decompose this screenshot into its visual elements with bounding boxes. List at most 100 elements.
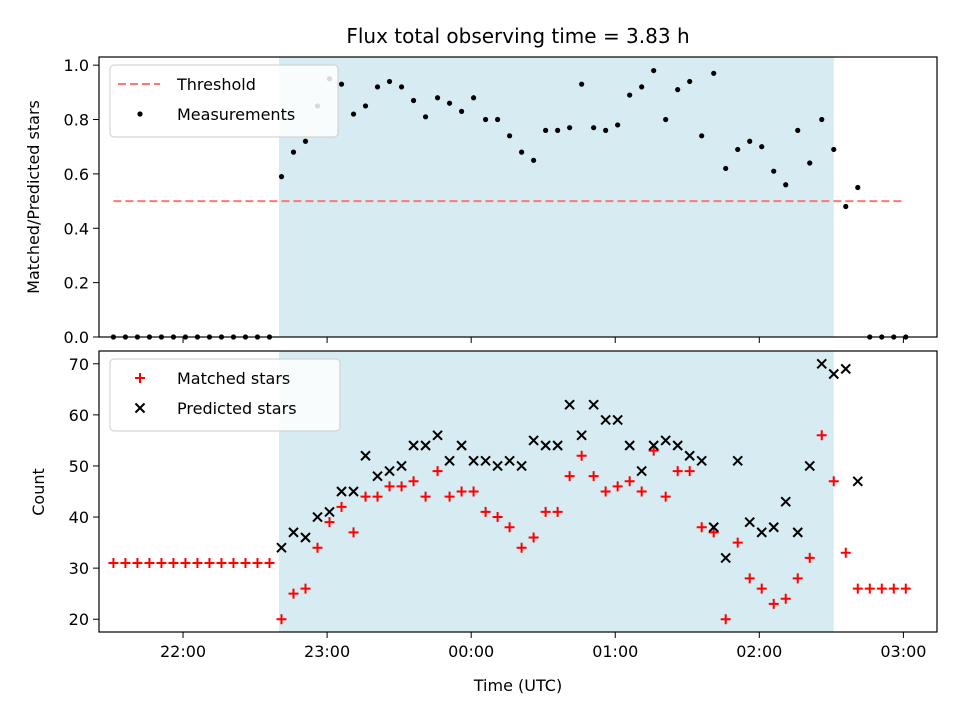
measurement-point [855,184,861,191]
measurement-point [591,125,597,131]
predicted-star-point [372,470,383,482]
matched-star-point [624,476,635,487]
matched-star-point [228,558,239,569]
legend-box [109,358,341,432]
series-matched-stars [108,430,911,625]
matched-star-point [684,466,695,477]
top-panel-legend: Threshold Measurements [109,64,339,138]
predicted-star-point [540,440,551,451]
matched-star-point [528,532,539,543]
predicted-star-point [276,542,287,553]
predicted-star-point [420,440,431,451]
predicted-star-point [732,455,743,467]
measurement-point [386,78,393,85]
measurement-point [519,149,525,155]
matched-star-point [348,527,359,538]
matched-star-point [516,542,527,553]
measurement-point [410,97,417,104]
y-tick-label: 0.6 [64,165,89,184]
x-tick-label: 00:00 [448,642,494,661]
bottom-panel-frame [98,350,938,633]
measurement-point [362,103,369,109]
matched-star-point [804,552,815,563]
predicted-star-point [360,450,371,461]
shaded-observing-span [279,351,834,632]
predicted-star-point [288,527,299,538]
top-panel-title: Flux total observing time = 3.83 h [346,24,689,48]
measurement-point [446,100,453,106]
matched-star-point [288,588,299,599]
predicted-star-point [804,460,815,472]
measurement-point [555,127,561,133]
matched-star-point [552,506,563,517]
matched-star-point [192,558,203,569]
y-tick-label: 0.4 [64,219,89,238]
bottom-panel-counts: 20 30 40 50 60 70 22:00 23:00 00:00 01:00 02:00 03… [29,350,938,695]
matched-star-point [144,558,155,569]
top-panel-frame [98,56,938,338]
bottom-panel-legend: Matched stars Predicted stars [109,358,341,432]
matched-star-point [468,486,479,497]
predicted-star-point [852,476,863,487]
y-tick-label: 0.8 [64,111,89,130]
matched-star-point [696,522,707,533]
measurement-point [302,138,309,144]
matched-star-point [636,486,647,497]
matched-star-point [420,491,431,502]
predicted-star-point [612,414,623,426]
predicted-star-point [516,460,527,472]
x-tick-label: 03:00 [880,642,926,661]
matched-star-point [828,476,839,487]
measurement-point [350,111,357,117]
predicted-star-point [480,455,491,467]
predicted-star-point [384,465,395,477]
y-tick-label: 0.0 [64,328,89,347]
matched-star-point [612,481,623,492]
matched-star-point [120,558,131,569]
matched-star-point [852,583,863,594]
x-tick-label: 23:00 [304,642,350,661]
predicted-star-point [792,527,803,538]
y-tick-label: 1.0 [64,56,89,75]
predicted-star-point [816,358,827,369]
measurement-point [807,160,813,166]
predicted-star-point [744,516,755,528]
matched-star-point [540,506,551,517]
series-predicted-stars [276,358,863,564]
predicted-star-point [636,465,647,477]
predicted-star-point [528,435,539,446]
measurement-point [699,133,705,139]
measurement-point [290,149,297,155]
measurement-point [651,67,657,74]
legend-label: Predicted stars [177,399,297,418]
y-tick-label: 30 [69,559,89,578]
measurement-point [831,146,837,153]
measurement-point [723,165,729,172]
matched-star-point [276,614,287,625]
measurement-point [434,95,441,101]
matched-star-point [180,558,191,569]
predicted-star-point [432,430,443,441]
measurement-point [795,127,801,133]
bottom-panel-ylabel: Count [29,468,48,516]
matched-star-point [324,517,335,528]
matched-star-point [780,593,791,604]
matched-star-point [564,471,575,482]
predicted-star-point [468,455,479,467]
x-tick-label: 02:00 [736,642,782,661]
measurement-point [627,92,633,98]
measurement-point [603,127,609,133]
top-panel-ratio: 0.0 0.2 0.4 0.6 0.8 1.0 Flux total observing … [24,24,938,347]
predicted-star-point [492,460,503,472]
measurement-point [482,116,489,123]
measurement-point [759,144,765,150]
measurement-point [338,81,345,87]
matched-star-point [372,491,383,502]
predicted-star-point [660,435,671,446]
matched-star-point [588,471,599,482]
matched-star-point [600,486,611,497]
predicted-star-point [768,522,779,533]
measurement-point [278,174,285,180]
predicted-star-point [672,440,683,451]
